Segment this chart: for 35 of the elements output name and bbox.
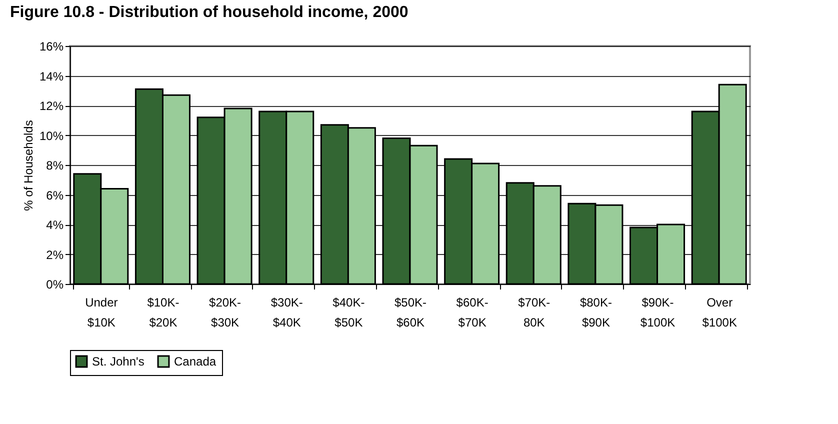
category-label: $80K- — [580, 296, 612, 310]
category-label: $40K- — [332, 296, 365, 310]
category-label: $30K- — [270, 296, 303, 310]
category-label: $90K — [582, 316, 610, 330]
legend-label: Canada — [174, 354, 216, 369]
category-label: $50K- — [394, 296, 427, 310]
category-label: $60K- — [456, 296, 488, 310]
category-label: $10K — [87, 316, 116, 330]
category-label: $20K — [149, 316, 178, 330]
y-tick-label: 8% — [46, 158, 64, 172]
y-tick-label: 2% — [46, 248, 64, 262]
y-tick-label: 16% — [39, 40, 64, 54]
legend-label: St. John's — [92, 354, 144, 369]
category-label: $10K- — [147, 296, 180, 310]
y-tick-label: 0% — [46, 278, 64, 292]
category-label: $40K — [272, 316, 301, 330]
chart-title: Figure 10.8 - Distribution of household income, 2000 — [10, 4, 408, 21]
category-label: $100K — [640, 316, 676, 330]
category-label: Over — [706, 296, 733, 310]
category-label: Under — [85, 296, 118, 310]
category-label: $60K — [396, 316, 425, 330]
y-axis-title: % of Households — [21, 120, 36, 211]
category-label: $90K- — [642, 296, 674, 310]
category-label: 80K — [523, 316, 545, 330]
y-tick-label: 4% — [46, 218, 64, 232]
category-label: $50K — [334, 316, 363, 330]
category-label: $100K — [702, 316, 737, 330]
y-tick-label: 6% — [46, 188, 64, 202]
y-tick-label: 14% — [39, 69, 64, 84]
y-tick-label: 12% — [39, 99, 64, 113]
category-label: $70K- — [518, 296, 550, 310]
category-label: $30K — [211, 316, 240, 330]
y-tick-label: 10% — [39, 128, 64, 143]
category-label: $70K — [458, 316, 486, 330]
category-label: $20K- — [209, 296, 242, 310]
